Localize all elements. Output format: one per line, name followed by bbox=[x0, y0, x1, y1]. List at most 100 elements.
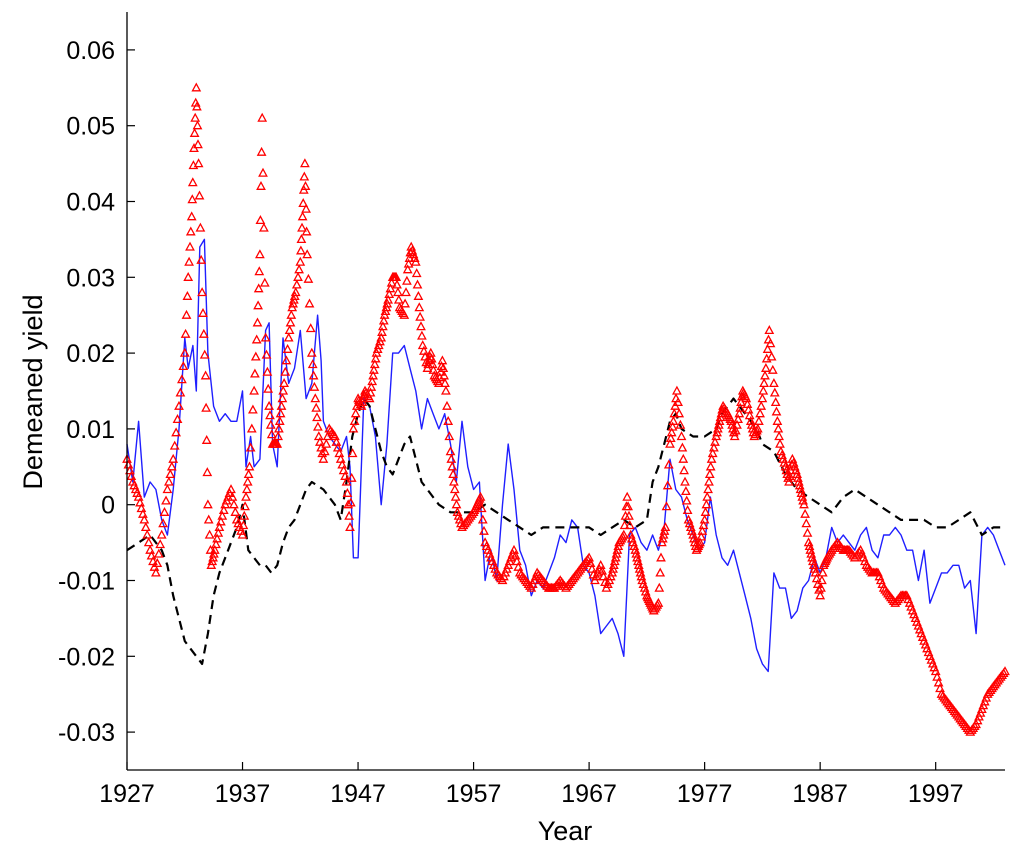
triangle-marker bbox=[186, 211, 197, 221]
triangle-marker bbox=[727, 419, 737, 429]
triangle-marker bbox=[193, 158, 204, 168]
triangle-marker bbox=[476, 503, 487, 513]
triangle-marker bbox=[348, 423, 359, 433]
triangle-marker bbox=[200, 370, 211, 380]
triangle-marker bbox=[402, 275, 412, 285]
triangle-marker bbox=[179, 347, 190, 357]
triangle-marker bbox=[153, 548, 164, 558]
triangle-marker bbox=[187, 194, 198, 204]
triangle-marker bbox=[260, 332, 271, 342]
triangle-marker bbox=[308, 370, 319, 380]
triangle-marker bbox=[256, 180, 266, 190]
triangle-marker bbox=[709, 442, 719, 452]
triangle-marker bbox=[266, 429, 277, 439]
triangle-marker bbox=[313, 431, 324, 441]
triangle-marker bbox=[273, 431, 283, 441]
triangle-marker bbox=[479, 525, 489, 535]
triangle-marker bbox=[697, 525, 708, 535]
y-tick-label: -0.03 bbox=[58, 719, 115, 747]
triangle-marker bbox=[252, 317, 263, 327]
triangle-marker bbox=[805, 544, 816, 554]
triangle-marker bbox=[278, 385, 289, 395]
triangle-marker bbox=[281, 355, 292, 365]
triangle-marker bbox=[730, 425, 741, 435]
triangle-marker bbox=[291, 279, 302, 289]
triangle-marker bbox=[202, 467, 213, 477]
plot-area bbox=[122, 82, 1010, 736]
triangle-marker bbox=[142, 529, 153, 539]
triangle-marker bbox=[705, 461, 716, 471]
triangle-marker bbox=[257, 112, 268, 122]
triangle-marker bbox=[330, 431, 340, 441]
triangle-marker bbox=[729, 431, 740, 441]
triangle-marker bbox=[198, 328, 209, 338]
triangle-marker bbox=[246, 423, 257, 433]
triangle-marker bbox=[449, 484, 460, 494]
triangle-marker bbox=[804, 541, 815, 551]
triangle-marker bbox=[242, 476, 253, 486]
triangle-marker bbox=[201, 402, 211, 412]
triangle-marker bbox=[450, 491, 461, 501]
triangle-marker bbox=[345, 522, 355, 532]
triangle-marker bbox=[290, 287, 301, 297]
triangle-marker bbox=[444, 431, 455, 441]
triangle-marker bbox=[437, 355, 448, 365]
y-tick-label: 0.03 bbox=[66, 264, 115, 292]
triangle-marker bbox=[262, 366, 273, 376]
triangle-marker bbox=[440, 378, 450, 388]
triangle-marker bbox=[674, 408, 685, 418]
triangle-marker bbox=[311, 402, 322, 412]
triangle-marker bbox=[195, 222, 206, 232]
triangle-marker bbox=[710, 436, 720, 446]
triangle-marker bbox=[250, 351, 261, 361]
triangle-marker bbox=[304, 298, 315, 308]
triangle-marker bbox=[168, 453, 179, 463]
triangle-marker bbox=[703, 484, 713, 494]
triangle-marker bbox=[282, 343, 293, 353]
triangle-marker bbox=[796, 487, 807, 497]
triangle-marker bbox=[297, 211, 308, 221]
triangle-marker bbox=[399, 309, 410, 319]
triangle-marker bbox=[258, 167, 268, 177]
triangle-marker bbox=[370, 353, 381, 363]
triangle-marker bbox=[300, 158, 310, 168]
triangle-marker bbox=[226, 484, 236, 494]
triangle-marker bbox=[299, 171, 310, 181]
triangle-marker bbox=[302, 249, 313, 259]
triangle-marker bbox=[392, 279, 402, 289]
triangle-marker bbox=[275, 408, 286, 418]
triangle-marker bbox=[185, 241, 195, 251]
triangle-marker bbox=[772, 415, 783, 425]
triangle-marker bbox=[681, 495, 692, 505]
triangle-marker bbox=[259, 222, 269, 232]
triangle-marker bbox=[255, 249, 265, 259]
triangle-marker bbox=[618, 529, 629, 539]
triangle-marker bbox=[442, 400, 452, 410]
triangle-marker bbox=[263, 383, 274, 393]
triangle-marker bbox=[784, 470, 795, 480]
triangle-marker bbox=[164, 476, 174, 486]
triangle-marker bbox=[817, 567, 828, 577]
triangle-marker bbox=[301, 203, 311, 213]
triangle-marker bbox=[792, 469, 802, 479]
triangle-marker bbox=[146, 550, 157, 560]
triangle-marker bbox=[321, 438, 332, 448]
triangle-marker bbox=[666, 427, 677, 437]
triangle-marker bbox=[438, 362, 449, 372]
triangle-marker bbox=[656, 552, 666, 562]
triangle-marker bbox=[732, 419, 742, 429]
triangle-marker bbox=[229, 499, 239, 509]
triangle-marker bbox=[689, 533, 699, 543]
triangle-marker bbox=[416, 321, 426, 331]
triangle-marker bbox=[384, 289, 395, 299]
triangle-marker bbox=[172, 414, 183, 424]
triangle-marker bbox=[451, 499, 462, 509]
triangle-marker bbox=[771, 406, 782, 416]
triangle-marker bbox=[139, 514, 150, 524]
triangle-marker bbox=[441, 385, 451, 395]
triangle-marker bbox=[726, 415, 737, 425]
triangle-marker bbox=[274, 423, 284, 433]
triangle-marker bbox=[403, 258, 414, 268]
triangle-marker bbox=[349, 415, 360, 425]
triangle-marker bbox=[274, 415, 285, 425]
